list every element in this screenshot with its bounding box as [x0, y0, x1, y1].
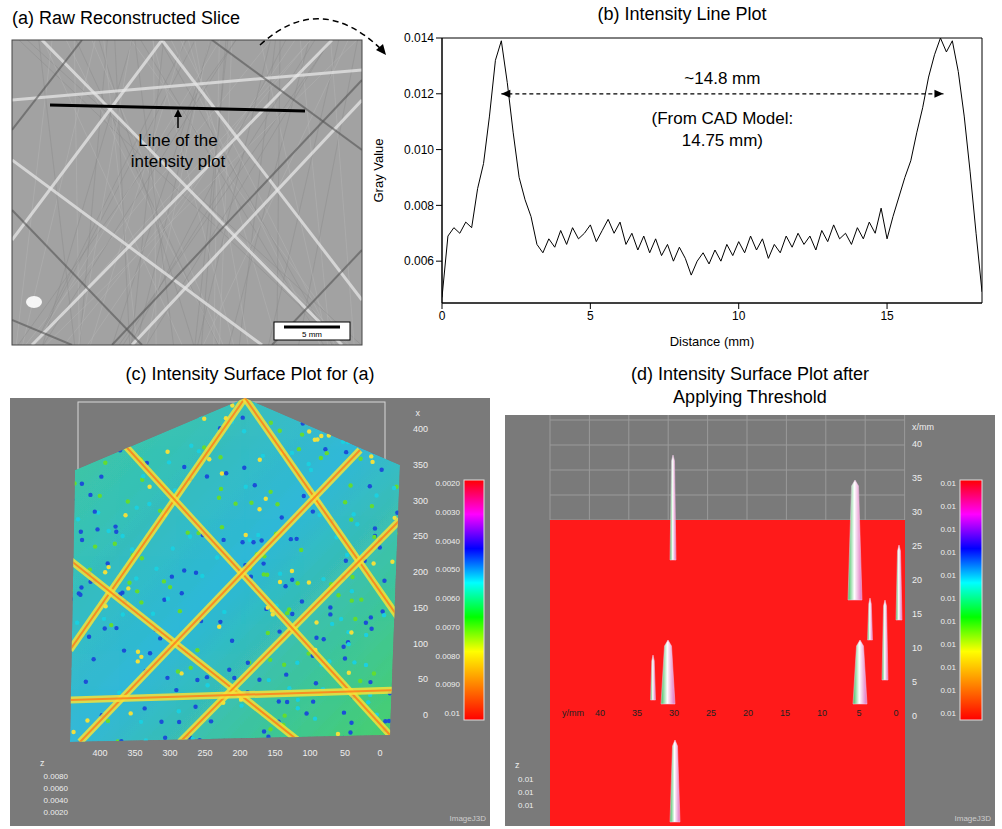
svg-text:0.01: 0.01	[518, 801, 534, 810]
svg-text:0.006: 0.006	[404, 254, 434, 268]
svg-text:40: 40	[595, 708, 605, 718]
svg-text:0.01: 0.01	[940, 686, 956, 695]
svg-text:10: 10	[817, 708, 827, 718]
svg-text:35: 35	[912, 473, 922, 483]
svg-text:Line of the: Line of the	[138, 131, 217, 150]
svg-text:0.01: 0.01	[940, 525, 956, 534]
svg-text:0.0040: 0.0040	[44, 796, 69, 805]
svg-text:25: 25	[912, 541, 922, 551]
svg-text:15: 15	[880, 309, 894, 323]
svg-text:350: 350	[413, 460, 428, 470]
svg-text:400: 400	[92, 748, 107, 758]
svg-text:0.0090: 0.0090	[436, 680, 461, 689]
svg-text:x/mm: x/mm	[912, 422, 934, 432]
svg-text:200: 200	[232, 748, 247, 758]
svg-text:35: 35	[632, 708, 642, 718]
svg-text:0.01: 0.01	[940, 548, 956, 557]
svg-text:(d) Intensity Surface Plot aft: (d) Intensity Surface Plot after	[631, 364, 869, 384]
svg-text:0.0060: 0.0060	[44, 784, 69, 793]
svg-text:30: 30	[912, 507, 922, 517]
svg-text:0.0050: 0.0050	[436, 565, 461, 574]
html-text:(b) Intensity Line Plot: (b) Intensity Line Plot	[597, 4, 767, 24]
svg-text:0.01: 0.01	[940, 640, 956, 649]
svg-text:14.75 mm): 14.75 mm)	[682, 131, 763, 150]
svg-text:5 mm: 5 mm	[302, 330, 322, 339]
svg-text:z: z	[515, 760, 520, 770]
svg-text:0: 0	[893, 708, 898, 718]
svg-text:5: 5	[912, 677, 917, 687]
svg-text:ImageJ3D: ImageJ3D	[955, 814, 992, 823]
svg-text:0.012: 0.012	[404, 87, 434, 101]
svg-text:350: 350	[127, 748, 142, 758]
svg-text:0.014: 0.014	[404, 31, 434, 45]
svg-text:100: 100	[302, 748, 317, 758]
svg-text:250: 250	[197, 748, 212, 758]
svg-text:200: 200	[413, 567, 428, 577]
svg-text:0.0080: 0.0080	[44, 772, 69, 781]
svg-text:0.01: 0.01	[940, 571, 956, 580]
svg-text:0.008: 0.008	[404, 199, 434, 213]
svg-text:50: 50	[418, 674, 428, 684]
svg-text:10: 10	[912, 643, 922, 653]
svg-text:x: x	[416, 408, 421, 418]
svg-text:y/mm: y/mm	[562, 708, 584, 718]
svg-text:50: 50	[340, 748, 350, 758]
svg-text:20: 20	[743, 708, 753, 718]
svg-text:0.01: 0.01	[518, 788, 534, 797]
svg-text:Gray Value: Gray Value	[371, 138, 386, 202]
svg-text:~14.8 mm: ~14.8 mm	[684, 69, 760, 88]
svg-text:0.0020: 0.0020	[44, 808, 69, 817]
svg-text:0.010: 0.010	[404, 143, 434, 157]
svg-text:0: 0	[439, 309, 446, 323]
svg-text:250: 250	[413, 531, 428, 541]
svg-text:20: 20	[912, 575, 922, 585]
svg-text:intensity plot: intensity plot	[131, 152, 226, 171]
svg-text:0.0070: 0.0070	[436, 623, 461, 632]
svg-text:ImageJ3D: ImageJ3D	[450, 814, 487, 823]
svg-text:15: 15	[780, 708, 790, 718]
svg-text:0: 0	[423, 710, 428, 720]
svg-text:0.0020: 0.0020	[436, 479, 461, 488]
svg-text:150: 150	[413, 603, 428, 613]
svg-text:0.0040: 0.0040	[436, 537, 461, 546]
svg-text:5: 5	[587, 309, 594, 323]
svg-text:Applying Threshold: Applying Threshold	[673, 387, 827, 407]
svg-text:15: 15	[912, 609, 922, 619]
svg-text:0.0030: 0.0030	[436, 508, 461, 517]
svg-text:0.0060: 0.0060	[436, 594, 461, 603]
svg-text:(c) Intensity Surface Plot for: (c) Intensity Surface Plot for (a)	[125, 364, 374, 384]
svg-text:(a) Raw Reconstructed Slice: (a) Raw Reconstructed Slice	[12, 8, 240, 28]
svg-text:400: 400	[413, 424, 428, 434]
svg-text:25: 25	[706, 708, 716, 718]
svg-text:10: 10	[732, 309, 746, 323]
svg-text:0.01: 0.01	[940, 617, 956, 626]
svg-text:0.01: 0.01	[940, 594, 956, 603]
svg-text:300: 300	[413, 496, 428, 506]
svg-text:z: z	[40, 758, 45, 768]
svg-text:0.0080: 0.0080	[436, 652, 461, 661]
svg-text:0: 0	[377, 748, 382, 758]
svg-text:0.01: 0.01	[940, 709, 956, 718]
svg-text:150: 150	[267, 748, 282, 758]
svg-text:(From CAD Model:: (From CAD Model:	[652, 109, 794, 128]
svg-text:0.01: 0.01	[518, 775, 534, 784]
svg-text:300: 300	[162, 748, 177, 758]
svg-text:Distance (mm): Distance (mm)	[670, 334, 755, 349]
svg-text:0.01: 0.01	[444, 709, 460, 718]
svg-text:0: 0	[912, 711, 917, 721]
svg-text:30: 30	[669, 708, 679, 718]
svg-text:0.01: 0.01	[940, 502, 956, 511]
svg-text:40: 40	[912, 439, 922, 449]
svg-text:0.01: 0.01	[940, 479, 956, 488]
svg-text:100: 100	[413, 639, 428, 649]
svg-text:5: 5	[856, 708, 861, 718]
svg-text:0.01: 0.01	[940, 663, 956, 672]
